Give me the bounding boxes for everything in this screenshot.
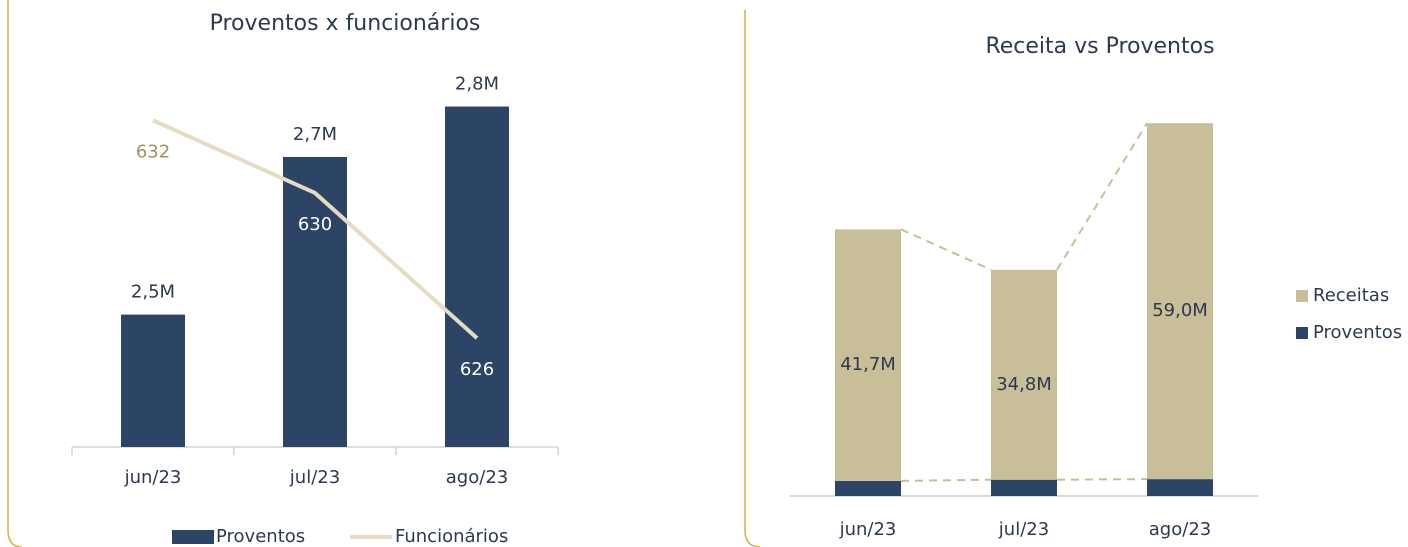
legend-label: Proventos [1313, 322, 1402, 343]
x-tick-label: ago/23 [446, 467, 508, 488]
legend-swatch [1296, 290, 1308, 302]
data-label: 630 [298, 214, 332, 235]
bar-segment [835, 480, 901, 496]
legend-swatch [172, 530, 214, 544]
legend-label: Receitas [1313, 285, 1389, 306]
x-tick-label: jul/23 [289, 467, 340, 488]
data-label: 2,7M [293, 124, 337, 145]
connector-line [900, 122, 1148, 271]
data-label: 59,0M [1152, 300, 1208, 321]
data-label: 34,8M [996, 374, 1052, 395]
bar-segment [1147, 123, 1213, 480]
legend-swatch [1296, 327, 1308, 339]
legend-label: Proventos [216, 526, 305, 547]
connector-line [900, 478, 1148, 482]
chart-title: Receita vs Proventos [985, 34, 1214, 59]
bar-segment [835, 229, 901, 481]
bar [445, 106, 509, 447]
data-label: 41,7M [840, 354, 896, 375]
x-tick-label: jul/23 [998, 519, 1049, 540]
bar-segment [991, 479, 1057, 496]
data-label: 2,8M [455, 74, 499, 95]
legend-label: Funcionários [395, 526, 508, 547]
panel-border [7, 0, 23, 547]
x-tick-label: jun/23 [839, 519, 897, 540]
bar [283, 156, 347, 447]
x-tick-label: ago/23 [1149, 519, 1211, 540]
bar [121, 314, 185, 447]
data-label: 2,5M [131, 282, 175, 303]
x-tick-label: jun/23 [124, 467, 182, 488]
panel-border [744, 10, 761, 547]
data-label: 626 [460, 359, 494, 380]
line [152, 118, 479, 340]
data-label: 632 [136, 141, 170, 162]
bar-segment [991, 269, 1057, 480]
chart-title: Proventos x funcionários [210, 11, 481, 36]
bar-segment [1147, 479, 1213, 496]
